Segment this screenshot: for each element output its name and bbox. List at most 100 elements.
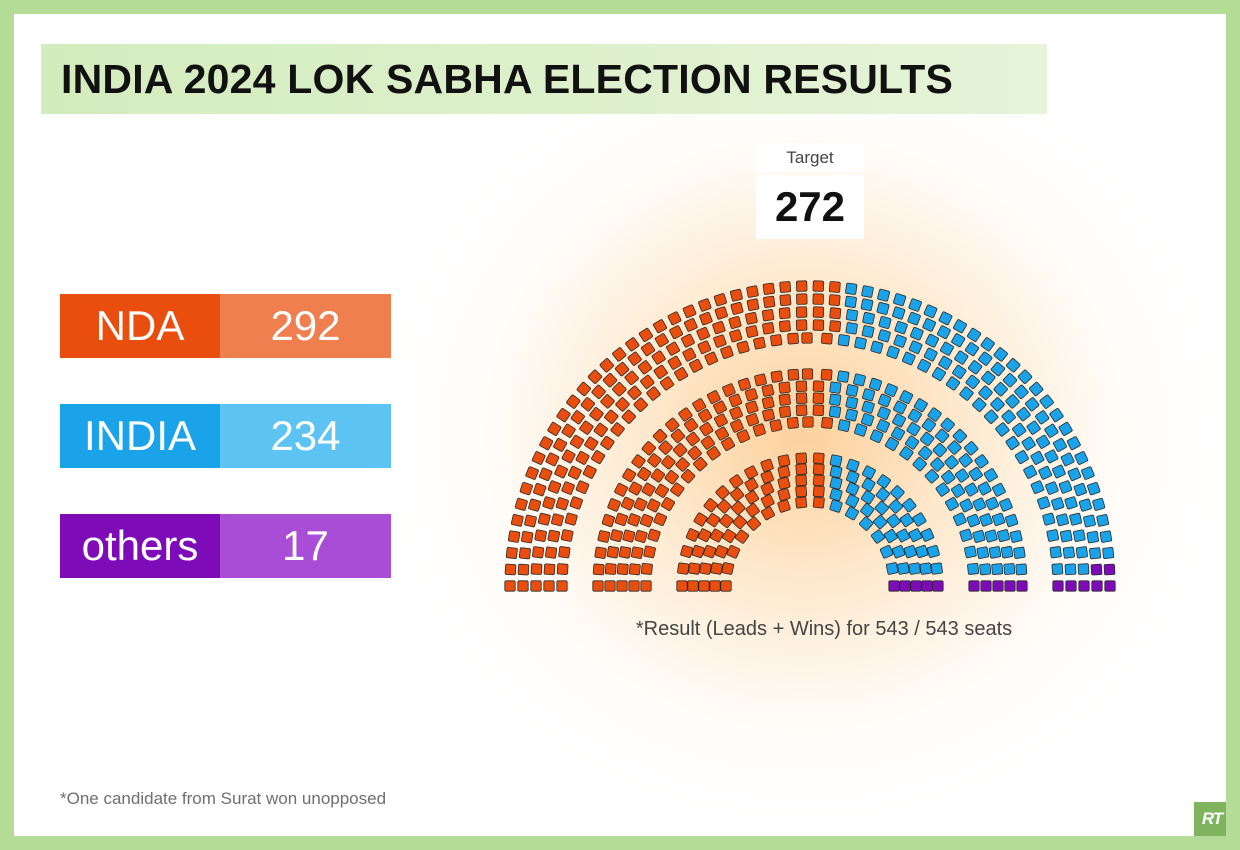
- seat: [777, 465, 791, 479]
- seat: [891, 545, 906, 559]
- seat: [1049, 546, 1062, 559]
- seat: [640, 580, 652, 592]
- seat: [699, 422, 714, 437]
- seat: [795, 306, 808, 318]
- seat: [589, 407, 604, 422]
- seat: [884, 383, 898, 397]
- seat: [1005, 435, 1020, 451]
- seat: [551, 513, 564, 527]
- seat: [1039, 394, 1054, 409]
- seat: [640, 342, 656, 357]
- seat: [653, 364, 668, 379]
- seat: [854, 336, 867, 350]
- seat: [883, 529, 898, 543]
- seat: [745, 503, 760, 518]
- seat: [713, 413, 728, 428]
- seat: [959, 498, 974, 513]
- seat: [964, 482, 979, 497]
- seat: [584, 436, 599, 451]
- seat: [625, 337, 640, 352]
- seat: [777, 476, 791, 490]
- seat: [1012, 422, 1027, 437]
- seat: [921, 580, 933, 592]
- seat: [845, 282, 858, 295]
- seat: [812, 380, 825, 392]
- seat: [685, 528, 700, 542]
- seat: [746, 298, 760, 311]
- seat: [746, 285, 759, 298]
- seat: [713, 334, 727, 348]
- seat: [706, 513, 721, 528]
- seat: [616, 563, 629, 576]
- seat: [760, 482, 775, 496]
- seat: [761, 384, 775, 397]
- seat: [597, 530, 611, 543]
- seat: [587, 369, 603, 384]
- seat: [667, 311, 682, 326]
- seat: [542, 496, 556, 510]
- seat: [1051, 563, 1064, 575]
- seat: [932, 442, 948, 458]
- seat: [812, 474, 825, 487]
- seat: [845, 482, 860, 496]
- seat: [672, 442, 688, 458]
- seat: [945, 376, 961, 391]
- seat: [921, 418, 936, 433]
- seat: [677, 562, 690, 575]
- seat: [607, 498, 621, 512]
- seat: [622, 529, 636, 543]
- seat: [829, 488, 843, 502]
- seat: [505, 547, 518, 559]
- seat: [829, 465, 843, 479]
- seat: [923, 304, 938, 319]
- seat: [704, 351, 718, 366]
- seat: [812, 452, 825, 465]
- seat: [964, 545, 977, 559]
- seat: [1078, 580, 1090, 592]
- seat: [547, 529, 561, 543]
- seat: [899, 446, 914, 461]
- seat: [846, 470, 860, 484]
- seat: [1035, 410, 1050, 425]
- seat: [618, 546, 632, 559]
- seat: [786, 416, 799, 429]
- seat: [706, 446, 721, 461]
- seat: [524, 514, 537, 528]
- seat: [637, 466, 652, 482]
- seat: [754, 373, 767, 387]
- seat: [569, 496, 583, 510]
- seat: [1029, 381, 1044, 397]
- seat: [737, 377, 752, 391]
- seat: [888, 499, 903, 514]
- seat: [897, 562, 910, 575]
- seat: [795, 463, 808, 476]
- seat: [614, 482, 628, 497]
- seat: [1089, 547, 1102, 560]
- seat: [845, 408, 858, 422]
- seat: [770, 370, 783, 383]
- seat: [1044, 449, 1059, 464]
- seat: [547, 421, 562, 436]
- seat: [556, 580, 568, 592]
- seat: [761, 309, 775, 322]
- seat: [678, 407, 693, 422]
- seat: [1003, 563, 1016, 575]
- seat: [978, 351, 993, 366]
- seat: [504, 563, 517, 576]
- seat: [1030, 450, 1045, 465]
- seat: [667, 355, 682, 370]
- seat: [510, 514, 524, 527]
- seat: [923, 347, 938, 362]
- seat: [714, 306, 728, 320]
- seat: [829, 454, 843, 467]
- seat: [937, 325, 951, 340]
- seat: [868, 377, 883, 391]
- seat: [1052, 580, 1064, 592]
- seat: [633, 497, 648, 512]
- seat: [959, 528, 973, 542]
- seat: [777, 488, 791, 502]
- seat: [599, 358, 614, 373]
- seat: [658, 440, 673, 455]
- seat: [812, 319, 825, 331]
- seat: [1016, 407, 1031, 422]
